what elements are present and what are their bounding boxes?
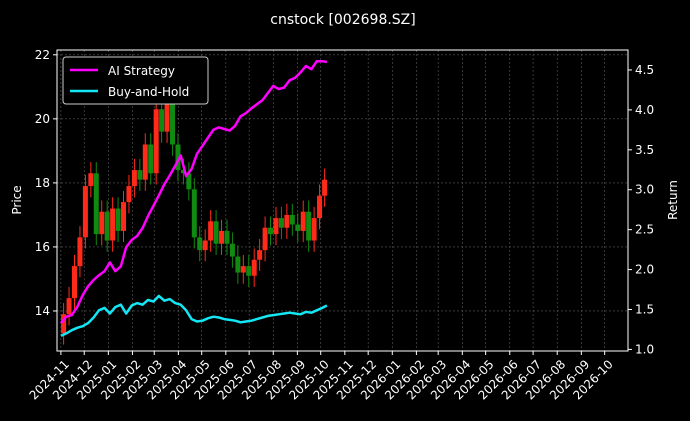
- price-candle: [208, 221, 214, 241]
- price-candle: [197, 237, 203, 251]
- price-candle: [311, 218, 317, 241]
- price-candle: [240, 266, 246, 273]
- price-candle: [164, 96, 170, 132]
- left-tick-label: 18: [35, 176, 50, 190]
- price-candle: [300, 211, 306, 231]
- right-tick-label: 1.0: [635, 342, 654, 356]
- right-tick-label: 3.5: [635, 143, 654, 157]
- left-tick-label: 20: [35, 112, 50, 126]
- price-candle: [295, 224, 301, 231]
- left-tick-label: 22: [35, 48, 50, 62]
- price-candle: [180, 170, 186, 174]
- price-candle: [235, 256, 241, 273]
- legend-label-buy-and-hold: Buy-and-Hold: [108, 85, 189, 99]
- price-candle: [175, 144, 181, 171]
- price-candle: [93, 173, 99, 235]
- price-candle: [142, 144, 148, 180]
- price-candle: [110, 208, 116, 241]
- price-candle: [284, 214, 290, 228]
- return-series: [59, 59, 328, 337]
- price-candle: [121, 202, 127, 231]
- price-candle: [186, 173, 192, 190]
- price-candle: [159, 109, 165, 132]
- price-candle: [229, 243, 235, 257]
- price-candle: [131, 170, 137, 187]
- grid-lines: [57, 50, 628, 351]
- price-candle: [82, 186, 88, 238]
- price-candle: [137, 170, 143, 180]
- price-candle: [191, 189, 197, 238]
- right-tick-label: 4.5: [635, 63, 654, 77]
- legend: AI Strategy Buy-and-Hold: [62, 56, 209, 105]
- right-tick-label: 3.0: [635, 183, 654, 197]
- price-candle: [77, 237, 83, 267]
- price-candle: [273, 218, 279, 235]
- price-candle: [61, 314, 67, 334]
- price-candle: [66, 298, 72, 315]
- buy-and-hold-line: [60, 294, 328, 337]
- price-candle: [115, 208, 121, 231]
- plot-frame: [56, 49, 629, 352]
- right-tick-label: 4.0: [635, 103, 654, 117]
- price-candle: [224, 230, 230, 244]
- chart-title: cnstock [002698.SZ]: [270, 12, 415, 28]
- price-candle: [126, 186, 132, 203]
- right-axis-title: Return: [666, 180, 680, 220]
- legend-label-ai-strategy: AI Strategy: [108, 64, 175, 78]
- price-candle: [170, 96, 176, 145]
- price-candle: [251, 259, 257, 276]
- price-candle: [317, 195, 323, 219]
- price-candle: [153, 109, 159, 174]
- price-candle: [278, 218, 284, 228]
- price-candles: [61, 85, 328, 345]
- price-candle: [72, 266, 78, 299]
- price-candle: [268, 227, 274, 235]
- price-candle: [202, 240, 208, 251]
- price-candle: [246, 266, 252, 276]
- price-candle: [289, 214, 295, 225]
- price-candle: [306, 211, 312, 241]
- left-tick-label: 16: [35, 240, 50, 254]
- left-axis-title: Price: [10, 185, 24, 214]
- price-candle: [257, 250, 263, 260]
- legend-box: [62, 56, 209, 105]
- price-candle: [88, 173, 94, 187]
- price-candle: [213, 221, 219, 244]
- price-candle: [99, 211, 105, 235]
- price-candle: [104, 211, 110, 241]
- price-candle: [262, 227, 268, 251]
- price-candle: [219, 230, 225, 244]
- left-tick-label: 14: [35, 304, 50, 318]
- price-candle: [322, 179, 328, 196]
- right-tick-label: 1.5: [635, 302, 654, 316]
- right-tick-label: 2.0: [635, 263, 654, 277]
- price-candle: [148, 144, 154, 174]
- ai-strategy-line: [59, 59, 328, 324]
- right-tick-label: 2.5: [635, 223, 654, 237]
